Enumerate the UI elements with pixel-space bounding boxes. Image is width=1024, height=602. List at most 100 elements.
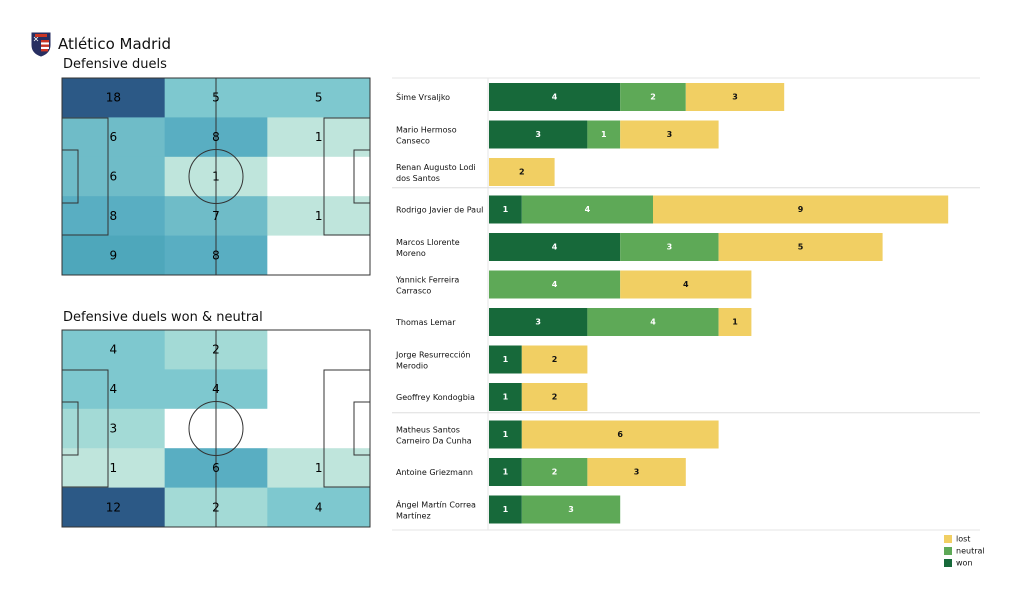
bar-segment-neutral — [521, 458, 588, 486]
bar-value-won: 1 — [503, 468, 509, 477]
bar-segment-neutral — [587, 120, 621, 149]
heatmap-cell-value: 1 — [315, 461, 323, 475]
heatmap-cell — [267, 235, 371, 276]
heatmap-cell — [62, 78, 166, 118]
player-name-label: Marcos Llorente Moreno — [396, 238, 460, 258]
bar-value-lost: 4 — [683, 280, 689, 289]
bar-segment-lost — [620, 120, 719, 149]
bar-value-won: 1 — [503, 505, 509, 514]
atletico-madrid-crest-icon — [31, 32, 51, 57]
bar-segment-neutral — [521, 195, 653, 224]
heatmap-cell-value: 1 — [315, 209, 323, 223]
heatmap-cell-value: 4 — [110, 382, 118, 396]
heatmap-cell — [267, 330, 371, 370]
bar-value-won: 1 — [503, 430, 509, 439]
player-name-line: Marcos Llorente — [396, 238, 460, 247]
heatmap-cell-value: 8 — [212, 130, 220, 144]
heatmap-cell-value: 6 — [110, 130, 118, 144]
player-name-line: Merodio — [396, 361, 428, 370]
heatmap-cell-value: 4 — [315, 500, 323, 514]
heatmap-cell — [267, 369, 371, 410]
bar-segment-won — [489, 458, 522, 486]
bar-segment-won — [489, 345, 522, 374]
legend-swatch-neutral — [944, 547, 952, 555]
bar-value-neutral: 3 — [667, 243, 673, 252]
bar-value-lost: 5 — [798, 243, 804, 252]
heatmap-cell — [267, 156, 371, 197]
heatmap-cell — [62, 330, 166, 370]
center-circle — [188, 401, 244, 456]
heatmap-cell — [267, 117, 371, 158]
player-name-line: Martínez — [396, 511, 431, 520]
bar-segment-won — [489, 383, 522, 411]
bar-segment-lost — [521, 420, 719, 449]
heatmap-cell-value: 4 — [110, 343, 118, 357]
player-name-line: Moreno — [396, 249, 426, 258]
pitch-title-duels-won-neutral: Defensive duels won & neutral — [63, 310, 263, 325]
bar-value-neutral: 4 — [650, 318, 656, 327]
heatmap-cell — [62, 235, 166, 276]
bar-value-won: 1 — [503, 355, 509, 364]
heatmap-cell-value: 18 — [106, 91, 121, 105]
player-name-label: Matheus Santos Carneiro Da Cunha — [396, 425, 472, 445]
player-name-line: Rodrigo Javier de Paul — [396, 205, 483, 214]
bar-segment-lost — [620, 270, 752, 299]
bar-segment-neutral — [587, 308, 719, 336]
heatmap-cell-value: 3 — [110, 422, 118, 436]
bar-value-won: 1 — [503, 205, 509, 214]
heatmap-cell — [62, 448, 166, 489]
bar-segment-won — [489, 233, 621, 261]
heatmap-cell-value: 8 — [212, 248, 220, 262]
heatmap-cell-value: 6 — [212, 461, 220, 475]
bar-value-lost: 1 — [732, 318, 738, 327]
bar-value-lost: 3 — [634, 468, 640, 477]
heatmap-cell — [267, 196, 371, 237]
heatmap-cell-value: 7 — [212, 209, 220, 223]
bar-value-lost: 3 — [667, 130, 673, 139]
legend-label-lost: lost — [956, 535, 970, 544]
heatmap-cell-value: 1 — [212, 170, 220, 184]
legend-swatch-lost — [944, 535, 952, 543]
player-name-label: Ángel Martín Correa Martínez — [396, 498, 476, 520]
bar-segment-lost — [489, 158, 555, 186]
heatmap-cell-value: 1 — [315, 130, 323, 144]
player-name-label: Thomas Lemar — [395, 318, 456, 327]
pitch-title-defensive-duels: Defensive duels — [63, 57, 167, 72]
bar-segment-neutral — [620, 83, 686, 111]
bar-segment-lost — [587, 458, 686, 486]
player-name-line: Renan Augusto Lodi — [396, 163, 476, 172]
player-name-line: Canseco — [396, 136, 430, 145]
bar-segment-won — [489, 495, 522, 524]
bar-value-lost: 2 — [519, 168, 525, 177]
bar-value-lost: 2 — [552, 393, 558, 402]
bar-value-lost: 3 — [732, 93, 738, 102]
bar-value-neutral: 2 — [650, 93, 656, 102]
player-name-line: Carneiro Da Cunha — [396, 436, 472, 445]
bar-value-lost: 9 — [798, 205, 804, 214]
player-name-line: Jorge Resurrección — [395, 349, 470, 359]
bar-segment-lost — [653, 195, 949, 224]
heatmap-cell-value: 6 — [110, 170, 118, 184]
bar-value-neutral: 2 — [552, 468, 558, 477]
player-name-line: Ángel Martín Correa — [396, 498, 476, 509]
player-name-label: Geoffrey Kondogbia — [396, 393, 475, 402]
heatmap-cell-value: 5 — [212, 91, 220, 105]
player-name-line: Mario Hermoso — [396, 125, 457, 134]
bar-segment-lost — [718, 308, 752, 336]
legend-swatch-won — [944, 559, 952, 567]
heatmap-cell-value: 12 — [106, 500, 121, 514]
heatmap-cell — [62, 117, 166, 158]
left-goal-box — [61, 401, 79, 456]
player-name-label: Rodrigo Javier de Paul — [396, 205, 483, 214]
player-name-label: Šime Vrsaljko — [396, 91, 450, 102]
heatmap-cell-value: 2 — [212, 500, 220, 514]
player-name-line: Matheus Santos — [396, 425, 460, 434]
heatmap-cell — [267, 448, 371, 489]
bar-value-lost: 2 — [552, 355, 558, 364]
heatmap-cell-value: 8 — [110, 209, 118, 223]
legend-label-won: won — [956, 559, 973, 568]
heatmap-cell-value: 5 — [315, 91, 323, 105]
bar-segment-won — [489, 195, 522, 224]
bar-segment-won — [489, 120, 588, 149]
